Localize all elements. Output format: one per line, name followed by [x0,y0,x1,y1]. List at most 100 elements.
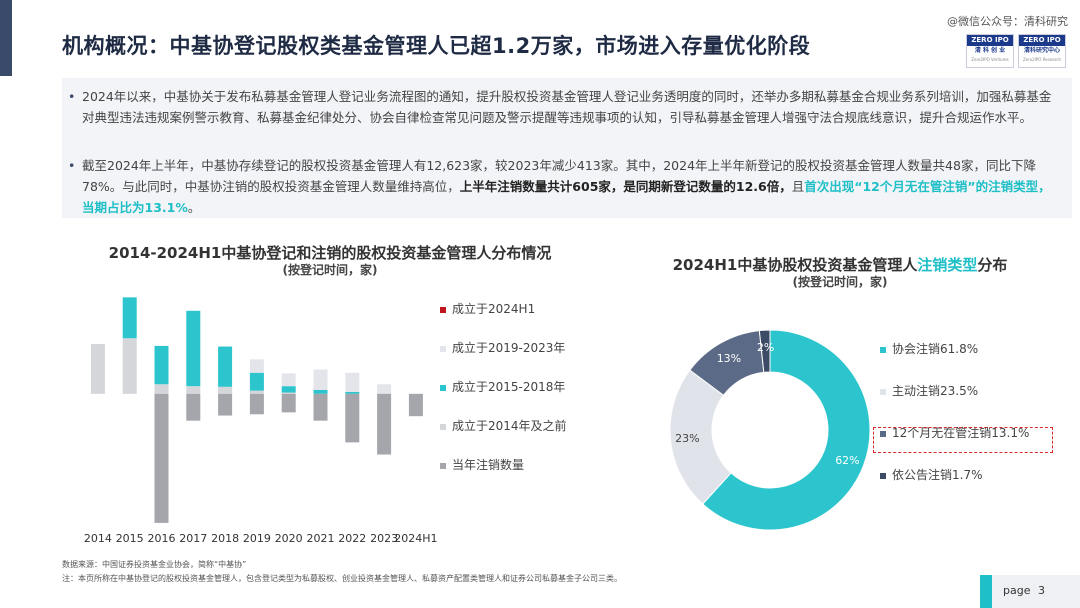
pie-legend-item: 12个月无在管注销13.1% [880,424,1029,441]
highlight-dashed-box [873,427,1053,453]
x-tick-label: 2021 [307,532,335,545]
page-title: 机构概况：中基协登记股权类基金管理人已超1.2万家，市场进入存量优化阶段 [62,34,811,58]
logo-right-bot: Zero2IPO Research [1022,57,1062,62]
page-label: page [1003,584,1031,597]
bar-legend-item: 成立于2019-2023年 [440,339,565,356]
bar-segment [281,373,296,387]
bullet-2-part-e: 。 [187,200,201,215]
donut-slice-label: 13% [717,352,741,365]
bar-segment [313,369,328,390]
bar-segment [345,372,360,392]
legend-label: 成立于2019-2023年 [452,341,566,355]
x-tick-label: 2015 [116,532,144,545]
bar-segment-deregistered [281,393,296,413]
bullet-2-part-c: 且 [791,179,805,194]
bar-segment-deregistered [313,393,328,421]
bar-segment [154,384,169,394]
x-tick-label: 2019 [243,532,271,545]
x-tick-label: 2018 [211,532,239,545]
legend-label: 成立于2014年及之前 [452,419,567,433]
pie-title-part-c: 分布 [977,256,1008,274]
legend-swatch [440,384,446,391]
bar-segment [249,372,264,391]
bar-chart-title: 2014-2024H1中基协登记和注销的股权投资基金管理人分布情况 [108,244,552,262]
legend-swatch [440,423,446,430]
bar-segment-deregistered [408,393,423,417]
logo-left-bot: Zero2IPO Ventures [971,57,1009,62]
legend-swatch [880,472,886,479]
bar-segment [122,297,137,339]
donut-slice-label: 2% [757,341,774,354]
bar-segment-deregistered [186,393,201,421]
legend-swatch [440,462,446,469]
legend-label: 当年注销数量 [452,458,525,472]
bar-segment [281,386,296,393]
bar-segment [90,344,105,394]
bullet-1: • 2024年以来，中基协关于发布私募基金管理人登记业务流程图的通知，提升股权投… [68,86,1058,128]
bullet-2: • 截至2024年上半年，中基协存续登记的股权投资基金管理人有12,623家，较… [68,155,1058,218]
bar-segment [186,386,201,394]
legend-label: 成立于2015-2018年 [452,380,566,394]
bullet-2-highlight-dark: 上半年注销数量共计605家，是同期新登记数量的12.6倍， [459,179,792,194]
logo-left-top: ZERO IPO [967,35,1013,46]
bar-legend-item: 当年注销数量 [440,456,524,473]
zero2ipo-research-logo: ZERO IPO 清科研究中心 Zero2IPO Research [1018,34,1066,68]
bar-segment-deregistered [249,393,264,415]
donut-slice-label: 23% [675,432,699,445]
bar-segment [154,345,169,385]
bullet-2-text: 截至2024年上半年，中基协存续登记的股权投资基金管理人有12,623家，较20… [82,155,1058,218]
legend-swatch [880,346,886,353]
bar-chart-legend: 成立于2024H1 成立于2019-2023年 成立于2015-2018年 成立于20… [440,300,590,500]
pie-legend-item: 协会注销61.8% [880,340,978,357]
watermark: @微信公众号：清科研究 [947,15,1068,28]
bullet-dot: • [68,158,76,173]
logo-right-mid: 清科研究中心 [1023,47,1060,54]
x-tick-label: 2014 [84,532,112,545]
bar-legend-item: 成立于2014年及之前 [440,417,567,434]
bar-legend-item: 成立于2024H1 [440,300,535,317]
bar-chart-subtitle: (按登记时间，家) [282,263,378,277]
logo-right-top: ZERO IPO [1019,35,1065,46]
bar-segment-deregistered [345,393,360,443]
legend-swatch [440,306,446,313]
bar-segment-deregistered [377,393,392,455]
x-tick-label: 2024H1 [394,532,437,545]
bullet-2-part-a: 截至2024年上半年，中基协存续登记的股权投资基金管理人有12,623家，较20… [82,158,1036,194]
x-tick-label: 2020 [275,532,303,545]
x-tick-label: 2016 [148,532,176,545]
legend-label: 协会注销61.8% [892,342,979,356]
pie-chart-subtitle: (按登记时间，家) [792,275,888,289]
bar-segment-deregistered [154,393,169,523]
footnote: 注：本页所称在中基协登记的股权投资基金管理人，包含登记类型为私募股权、创业投资基… [62,574,622,583]
title-accent-bar [0,0,12,76]
bar-segment [249,359,264,373]
bar-segment [249,390,264,394]
x-tick-label: 2022 [338,532,366,545]
pie-legend-item: 依公告注销1.7% [880,466,983,483]
zero2ipo-ventures-logo: ZERO IPO 清 科 创 业 Zero2IPO Ventures [966,34,1014,68]
bar-segment-deregistered [218,393,233,416]
bar-segment [186,310,201,387]
page-tab [980,575,1080,608]
donut-slice [702,329,871,531]
legend-swatch [880,430,886,437]
page-tab-accent [980,575,992,608]
pie-title-part-b: 注销类型 [917,256,978,274]
bar-legend-item: 成立于2015-2018年 [440,378,565,395]
pie-title-part-a: 2024H1中基协股权投资基金管理人 [672,256,918,274]
bullet-1-text: 2024年以来，中基协关于发布私募基金管理人登记业务流程图的通知，提升股权投资基… [82,89,1052,125]
pie-chart-legend: 协会注销61.8% 主动注销23.5% 12个月无在管注销13.1% 依公告注销1.7… [870,340,1070,500]
page-number: 3 [1038,584,1045,597]
bar-segment [281,392,296,394]
pie-chart: 62% 23% 13% 2% [669,329,871,531]
x-tick-label: 2023 [370,532,398,545]
bar-segment [313,390,328,394]
bar-segment [345,391,360,394]
logo-left-mid: 清 科 创 业 [974,47,1006,54]
legend-label: 12个月无在管注销13.1% [892,426,1030,440]
legend-swatch [440,345,446,352]
bar-segment [218,386,233,394]
bar-segment [377,384,392,394]
bullet-2-highlight-teal: 首次出现“12个月无在管注销”的注销类型，当期占比为13.1% [82,179,1051,215]
x-tick-label: 2017 [179,532,207,545]
